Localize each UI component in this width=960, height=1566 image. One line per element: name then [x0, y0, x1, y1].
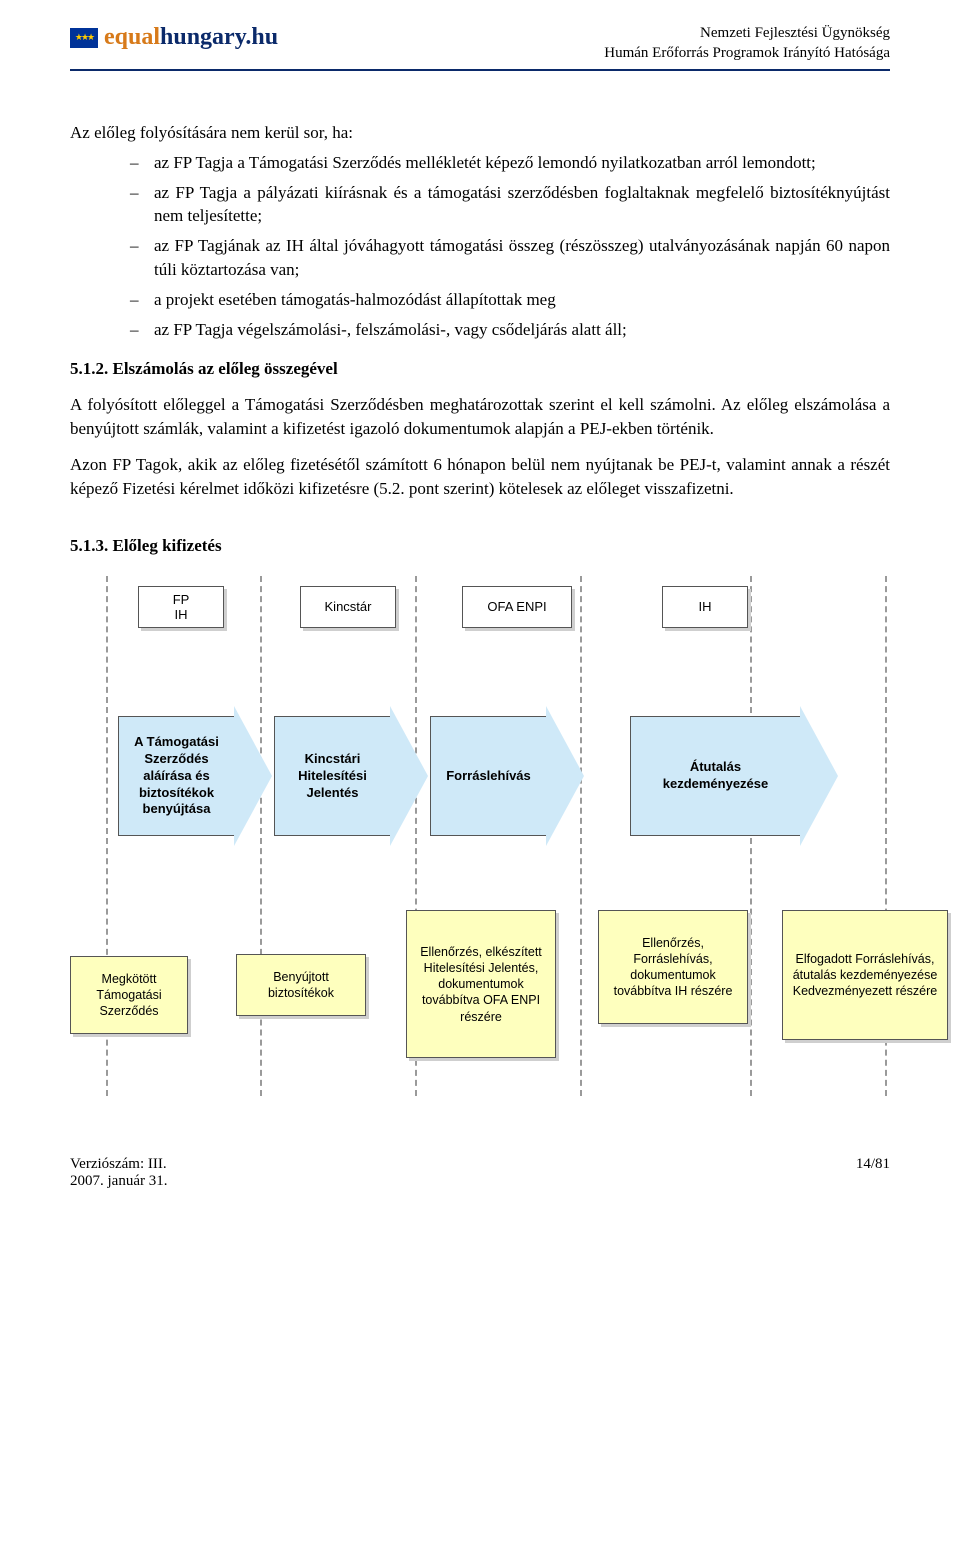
- bullet-list: az FP Tagja a Támogatási Szerződés mellé…: [70, 151, 890, 342]
- list-item: a projekt esetében támogatás-halmozódást…: [130, 288, 890, 312]
- heading-512: 5.1.2. Elszámolás az előleg összegével: [70, 357, 890, 381]
- logo-prefix: equal: [104, 24, 160, 50]
- lane-title-box: Kincstár: [300, 586, 396, 628]
- agency-line1: Nemzeti Fejlesztési Ügynökség: [604, 24, 890, 44]
- document-body: Az előleg folyósítására nem kerül sor, h…: [70, 121, 890, 558]
- result-box: Ellenőrzés, Forráslehívás, dokumentumok …: [598, 910, 748, 1024]
- logo-text: equalhungary.hu: [104, 24, 278, 51]
- process-diagram: FP IH Kincstár OFA ENPI IH A Támogatási Szer…: [70, 576, 890, 1096]
- heading-513: 5.1.3. Előleg kifizetés: [70, 534, 890, 558]
- header-agency: Nemzeti Fejlesztési Ügynökség Humán Erőf…: [604, 24, 890, 63]
- list-item: az FP Tagja a pályázati kiírásnak és a t…: [130, 181, 890, 229]
- date-line: 2007. január 31.: [70, 1173, 167, 1190]
- lane-title-box: FP IH: [138, 586, 224, 628]
- page-footer: Verziószám: III. 2007. január 31. 14/81: [70, 1156, 890, 1190]
- lane-title-box: OFA ENPI: [462, 586, 572, 628]
- arrow-label: Átutalás kezdeményezése: [637, 759, 794, 793]
- lane-separator: [750, 576, 752, 1096]
- paragraph: Azon FP Tagok, akik az előleg fizetésétő…: [70, 453, 890, 501]
- process-arrow: Kincstári Hitelesítési Jelentés: [274, 716, 428, 836]
- intro-line: Az előleg folyósítására nem kerül sor, h…: [70, 121, 890, 145]
- list-item: az FP Tagja a Támogatási Szerződés mellé…: [130, 151, 890, 175]
- result-box: Benyújtott biztosítékok: [236, 954, 366, 1016]
- version-line: Verziószám: III.: [70, 1156, 167, 1173]
- arrow-label: Forráslehívás: [446, 768, 531, 785]
- list-item: az FP Tagja végelszámolási-, felszámolás…: [130, 318, 890, 342]
- logo-suffix: hungary.hu: [160, 24, 278, 50]
- result-box: Ellenőrzés, elkészített Hitelesítési Jel…: [406, 910, 556, 1058]
- page-header: ★★★ equalhungary.hu Nemzeti Fejlesztési …: [70, 24, 890, 71]
- page-number: 14/81: [856, 1156, 890, 1190]
- process-arrow: Átutalás kezdeményezése: [630, 716, 838, 836]
- site-logo: ★★★ equalhungary.hu: [70, 24, 278, 51]
- arrow-label: A Támogatási Szerződés aláírása és bizto…: [125, 734, 228, 818]
- list-item: az FP Tagjának az IH által jóváhagyott t…: [130, 234, 890, 282]
- process-arrow: A Támogatási Szerződés aláírása és bizto…: [118, 716, 272, 836]
- process-arrow: Forráslehívás: [430, 716, 584, 836]
- result-box: Megkötött Támogatási Szerződés: [70, 956, 188, 1034]
- arrow-label: Kincstári Hitelesítési Jelentés: [281, 751, 384, 802]
- eu-flag-icon: ★★★: [70, 28, 98, 48]
- result-box: Elfogadott Forráslehívás, átutalás kezde…: [782, 910, 948, 1040]
- paragraph: A folyósított előleggel a Támogatási Sze…: [70, 393, 890, 441]
- lane-title-box: IH: [662, 586, 748, 628]
- agency-line2: Humán Erőforrás Programok Irányító Hatós…: [604, 44, 890, 64]
- footer-left: Verziószám: III. 2007. január 31.: [70, 1156, 167, 1190]
